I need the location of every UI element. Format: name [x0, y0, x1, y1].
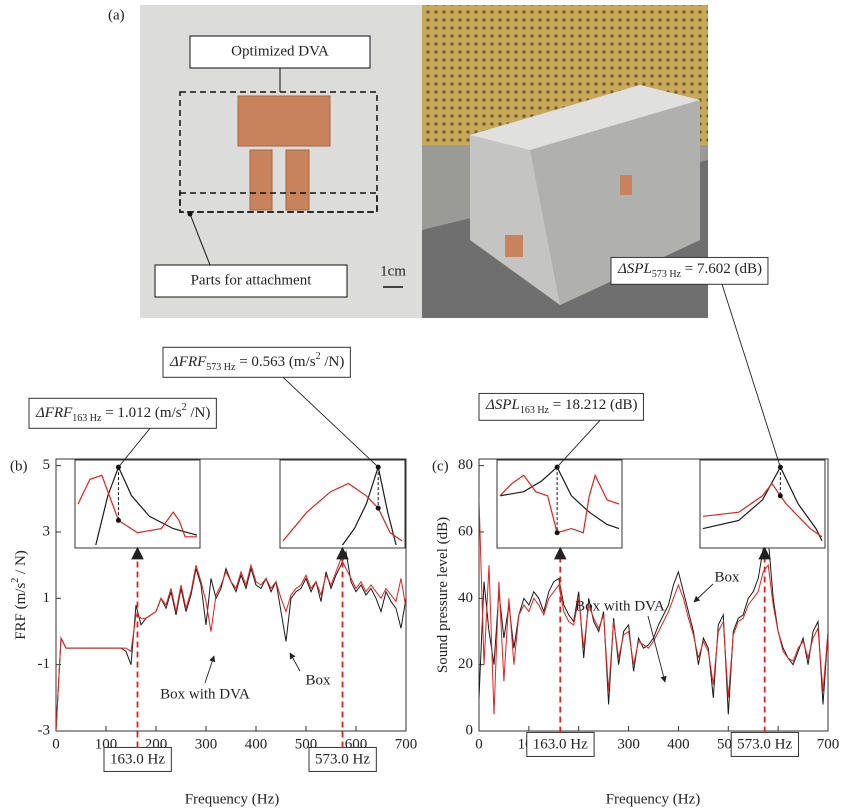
callout-subscript: 163 Hz [72, 413, 102, 424]
peak-dot [376, 506, 381, 511]
x-tick-label: 0 [52, 736, 60, 752]
callout-arrow [722, 284, 780, 467]
callout-text: = 7.602 (dB) [681, 261, 762, 277]
y-tick-label: 1 [43, 590, 51, 606]
callout-symbol: ΔFRF [169, 354, 207, 370]
marker-label: 573.0 Hz [737, 736, 792, 752]
series-label: Box [714, 569, 740, 585]
series-label-leader [290, 653, 300, 671]
y-tick-label: 40 [458, 590, 473, 606]
inset-frame [700, 460, 825, 548]
panel-label: (c) [432, 458, 449, 474]
x-tick-label: 700 [817, 736, 840, 752]
peak-dot [778, 493, 783, 498]
callout-text: = 0.563 (m/s [235, 354, 315, 370]
callout-symbol: ΔSPL [617, 261, 652, 277]
scale-label: 1cm [380, 263, 406, 279]
y-axis-label: FRF (m/s2 / N) [10, 550, 29, 640]
callout-subscript: 573 Hz [652, 269, 682, 280]
y-axis-label: Sound pressure level (dB) [435, 517, 451, 673]
x-axis-label: Frequency (Hz) [185, 791, 280, 807]
dva-label: Optimized DVA [231, 43, 329, 59]
y-axis-label-tail: / N) [13, 550, 29, 578]
attachment-label: Parts for attachment [191, 272, 313, 288]
x-tick-label: 300 [617, 736, 640, 752]
callout-subscript: 573 Hz [206, 362, 236, 373]
callout-symbol: ΔFRF [35, 405, 73, 421]
x-axis-label: Frequency (Hz) [606, 791, 701, 807]
callout-symbol: ΔSPL [485, 397, 520, 413]
y-axis-label-main: FRF (m/s [13, 583, 29, 640]
callout-subscript: 163 Hz [520, 405, 550, 416]
marker-label: 163.0 Hz [533, 736, 588, 752]
x-tick-label: 400 [245, 736, 268, 752]
x-tick-label: 400 [667, 736, 690, 752]
panel-label: (b) [10, 458, 28, 474]
panel-label: (a) [108, 7, 125, 23]
series-label: Box with DVA [575, 598, 665, 614]
series-label-leader [648, 616, 665, 682]
callout-text: = 18.212 (dB) [549, 397, 637, 413]
inset-frame [75, 460, 200, 548]
series-line [56, 552, 406, 731]
series-line [479, 539, 828, 715]
y-tick-label: 3 [43, 523, 51, 539]
peak-dot [555, 530, 560, 535]
callout-arrow [283, 377, 378, 467]
x-tick-label: 700 [395, 736, 418, 752]
y-tick-label: -1 [38, 656, 51, 672]
series-label: Box with DVA [160, 686, 250, 702]
y-tick-label: 0 [466, 722, 474, 738]
y-tick-label: 80 [458, 457, 473, 473]
callout-tail: /N) [187, 405, 211, 421]
peak-dot [116, 518, 121, 523]
x-tick-label: 0 [475, 736, 483, 752]
x-tick-label: 300 [195, 736, 218, 752]
callout-tail: /N) [321, 354, 345, 370]
marker-label: 573.0 Hz [315, 751, 370, 767]
series-label-leader [694, 584, 713, 602]
y-axis-label-main: Sound pressure level (dB) [435, 517, 451, 673]
series-label-leader [205, 656, 214, 683]
y-tick-label: -3 [38, 722, 51, 738]
y-tick-label: 20 [458, 656, 473, 672]
series-line [56, 559, 406, 732]
figure: (a) Optimized DVA Parts for attachment 1… [0, 0, 842, 812]
y-tick-label: 60 [458, 523, 473, 539]
marker-label: 163.0 Hz [110, 751, 165, 767]
series-label: Box [305, 672, 331, 688]
y-tick-label: 5 [43, 457, 51, 473]
callout-text: = 1.012 (m/s [101, 405, 181, 421]
